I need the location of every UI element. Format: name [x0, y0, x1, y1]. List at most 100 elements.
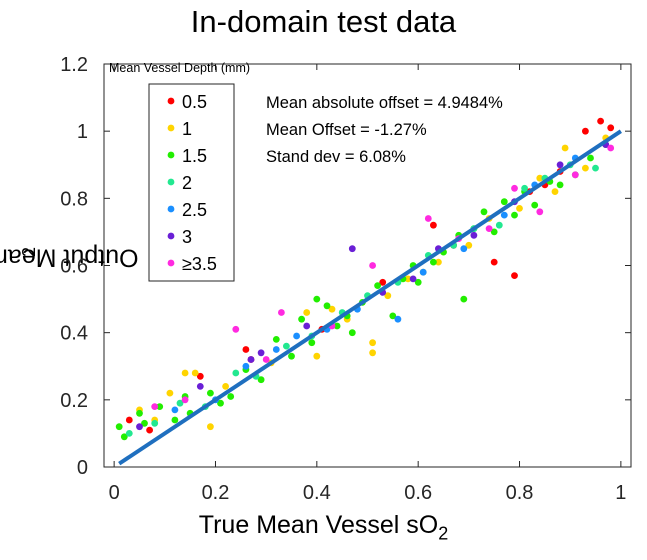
legend-marker: [167, 97, 175, 105]
legend-label: 1.5: [182, 146, 207, 166]
data-point: [384, 292, 392, 300]
legend-marker: [167, 259, 175, 267]
data-point: [191, 369, 199, 377]
data-point: [308, 339, 316, 347]
data-point: [247, 356, 255, 363]
data-point: [207, 389, 214, 397]
legend-label: 0.5: [182, 92, 207, 112]
data-point: [136, 409, 143, 417]
data-point: [511, 184, 518, 192]
data-point: [424, 215, 432, 222]
data-point: [389, 312, 397, 320]
legend-box: [148, 83, 235, 282]
data-point: [571, 171, 579, 179]
data-point: [435, 258, 442, 266]
data-point: [323, 302, 331, 310]
data-point: [597, 117, 604, 125]
data-point: [217, 399, 224, 407]
fit-line: [118, 129, 622, 466]
data-point: [222, 383, 230, 390]
stat-annotation: Mean absolute offset = 4.9484%: [266, 94, 503, 112]
data-point: [298, 315, 305, 323]
data-point: [511, 272, 518, 279]
data-point: [490, 258, 498, 266]
data-point: [227, 393, 235, 400]
data-point: [242, 346, 250, 353]
data-point: [348, 329, 356, 337]
data-point: [232, 369, 240, 377]
legend-label: 1: [182, 119, 192, 139]
legend-title: Mean Vessel Depth (mm): [109, 61, 250, 75]
data-point: [374, 282, 381, 289]
legend-label: 3: [182, 227, 192, 247]
data-point: [419, 268, 427, 276]
data-point: [460, 245, 468, 253]
stat-annotation: Mean Offset = -1.27%: [266, 121, 427, 139]
data-point: [176, 399, 184, 407]
data-point: [166, 389, 174, 397]
data-point: [536, 174, 544, 182]
data-point: [171, 406, 179, 414]
x-tick-label: 0.8: [506, 482, 534, 504]
data-point: [196, 383, 204, 390]
data-point: [495, 221, 503, 229]
data-point: [592, 164, 599, 172]
x-tick-label: 0.6: [404, 482, 432, 504]
fit-line-group: [118, 129, 622, 466]
y-tick-label: 0: [77, 457, 88, 479]
data-points: [115, 117, 615, 441]
y-tick-label: 0.4: [60, 323, 88, 345]
data-point: [288, 352, 295, 360]
data-point: [125, 416, 133, 424]
legend-label: ≥3.5: [182, 254, 217, 274]
statistics-annotations: Mean absolute offset = 4.9484% Mean Offse…: [266, 94, 503, 166]
data-point: [283, 342, 290, 350]
data-point: [551, 188, 559, 196]
data-point: [404, 275, 412, 283]
data-point: [394, 315, 402, 323]
data-point: [146, 426, 154, 434]
data-point: [115, 423, 123, 431]
legend-label: 2: [182, 173, 192, 193]
data-point: [272, 346, 280, 353]
data-point: [485, 225, 493, 233]
data-point: [181, 396, 189, 404]
data-point: [313, 295, 321, 303]
data-point: [556, 161, 564, 169]
data-point: [561, 144, 569, 152]
legend-marker: [167, 178, 175, 186]
axes: 0 0.2 0.4 0.6 0.8 1 0 0.2 0.4 0.6 0.8 1 1.2: [60, 54, 632, 504]
data-point: [181, 369, 189, 377]
data-point: [500, 198, 508, 206]
y-tick-label: 0.8: [60, 188, 88, 210]
data-point: [171, 416, 179, 424]
data-point: [272, 336, 280, 343]
x-axis-label: True Mean Vessel sO2: [198, 511, 449, 544]
data-point: [303, 309, 311, 316]
data-point: [500, 211, 508, 219]
data-point: [379, 278, 387, 286]
data-point: [490, 228, 498, 236]
data-point: [465, 241, 473, 249]
data-point: [531, 201, 539, 209]
data-point: [151, 403, 159, 410]
data-point: [607, 124, 615, 132]
data-point: [196, 372, 204, 380]
data-point: [257, 349, 265, 357]
data-point: [511, 211, 518, 219]
data-point: [151, 419, 159, 427]
data-point: [460, 295, 468, 303]
legend-marker: [167, 151, 175, 159]
x-tick-label: 0.2: [202, 482, 230, 504]
data-point: [125, 430, 133, 437]
data-point: [328, 305, 336, 313]
data-point: [582, 127, 589, 135]
data-point: [582, 164, 589, 172]
stat-annotation: Stand dev = 6.08%: [266, 148, 406, 166]
chart-title: In-domain test data: [190, 4, 457, 39]
data-point: [348, 245, 356, 253]
data-point: [480, 208, 488, 216]
x-tick-label: 0.4: [303, 482, 331, 504]
y-tick-label: 1: [77, 121, 88, 143]
